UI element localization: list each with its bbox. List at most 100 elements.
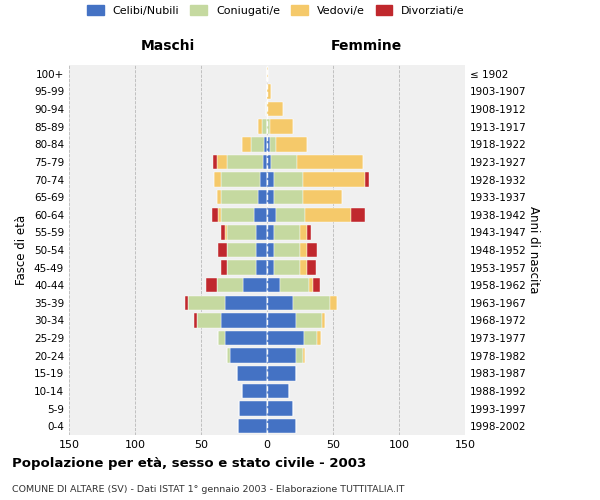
Bar — [304, 331, 317, 345]
Bar — [258, 120, 262, 134]
Bar — [267, 225, 274, 240]
Bar — [242, 384, 267, 398]
Bar — [265, 137, 267, 152]
Bar — [313, 278, 320, 292]
Bar — [256, 225, 267, 240]
Text: Popolazione per età, sesso e stato civile - 2003: Popolazione per età, sesso e stato civil… — [12, 458, 366, 470]
Bar — [254, 208, 267, 222]
Bar — [243, 278, 267, 292]
Bar — [309, 278, 313, 292]
Bar — [276, 137, 307, 152]
Bar — [214, 172, 221, 186]
Bar — [267, 296, 293, 310]
Bar — [227, 154, 263, 169]
Bar — [267, 190, 274, 204]
Bar — [267, 384, 289, 398]
Bar — [242, 137, 251, 152]
Bar — [221, 208, 254, 222]
Bar — [267, 366, 296, 380]
Text: Femmine: Femmine — [331, 38, 401, 52]
Bar — [218, 331, 225, 345]
Bar — [267, 260, 274, 275]
Bar — [267, 137, 269, 152]
Bar — [206, 278, 217, 292]
Bar — [217, 278, 243, 292]
Bar — [227, 260, 256, 275]
Bar — [269, 120, 293, 134]
Bar — [267, 278, 280, 292]
Bar — [239, 402, 267, 416]
Bar — [238, 419, 267, 434]
Bar — [274, 260, 300, 275]
Bar — [256, 243, 267, 257]
Bar — [225, 296, 267, 310]
Bar — [307, 260, 316, 275]
Bar — [267, 120, 269, 134]
Bar — [267, 331, 304, 345]
Bar — [236, 366, 267, 380]
Bar — [302, 172, 365, 186]
Bar — [352, 208, 365, 222]
Bar — [266, 102, 267, 117]
Bar — [267, 84, 271, 98]
Bar — [213, 154, 217, 169]
Bar — [227, 243, 256, 257]
Y-axis label: Fasce di età: Fasce di età — [16, 215, 28, 285]
Bar — [217, 154, 227, 169]
Bar — [280, 278, 309, 292]
Bar — [267, 243, 274, 257]
Bar — [269, 137, 276, 152]
Bar — [296, 314, 322, 328]
Bar — [305, 208, 352, 222]
Bar — [221, 190, 258, 204]
Bar — [300, 225, 307, 240]
Bar — [256, 260, 267, 275]
Bar — [296, 348, 302, 363]
Bar — [194, 314, 197, 328]
Y-axis label: Anni di nascita: Anni di nascita — [527, 206, 541, 294]
Bar — [227, 225, 256, 240]
Bar — [217, 190, 221, 204]
Bar — [225, 331, 267, 345]
Bar — [274, 243, 300, 257]
Bar — [262, 120, 267, 134]
Bar — [271, 154, 298, 169]
Bar — [267, 402, 293, 416]
Bar — [258, 190, 267, 204]
Bar — [302, 190, 342, 204]
Legend: Celibi/Nubili, Coniugati/e, Vedovi/e, Divorziati/e: Celibi/Nubili, Coniugati/e, Vedovi/e, Di… — [83, 0, 469, 20]
Bar — [300, 260, 307, 275]
Bar — [221, 225, 225, 240]
Bar — [225, 225, 227, 240]
Bar — [267, 208, 276, 222]
Bar — [274, 225, 300, 240]
Bar — [267, 348, 296, 363]
Bar — [307, 225, 311, 240]
Bar — [302, 348, 305, 363]
Bar — [260, 172, 267, 186]
Bar — [317, 331, 321, 345]
Bar — [267, 102, 283, 117]
Bar — [300, 243, 307, 257]
Bar — [267, 172, 274, 186]
Text: COMUNE DI ALTARE (SV) - Dati ISTAT 1° gennaio 2003 - Elaborazione TUTTITALIA.IT: COMUNE DI ALTARE (SV) - Dati ISTAT 1° ge… — [12, 485, 404, 494]
Bar — [221, 260, 227, 275]
Bar — [218, 208, 221, 222]
Bar — [274, 172, 302, 186]
Bar — [230, 348, 267, 363]
Bar — [263, 154, 267, 169]
Bar — [267, 154, 271, 169]
Bar — [293, 296, 331, 310]
Bar — [298, 154, 364, 169]
Text: Maschi: Maschi — [141, 38, 195, 52]
Bar — [307, 243, 317, 257]
Bar — [221, 314, 267, 328]
Bar — [185, 296, 188, 310]
Bar — [276, 208, 305, 222]
Bar — [221, 172, 260, 186]
Bar — [197, 314, 221, 328]
Bar — [212, 208, 218, 222]
Bar — [322, 314, 325, 328]
Bar — [251, 137, 265, 152]
Bar — [267, 419, 296, 434]
